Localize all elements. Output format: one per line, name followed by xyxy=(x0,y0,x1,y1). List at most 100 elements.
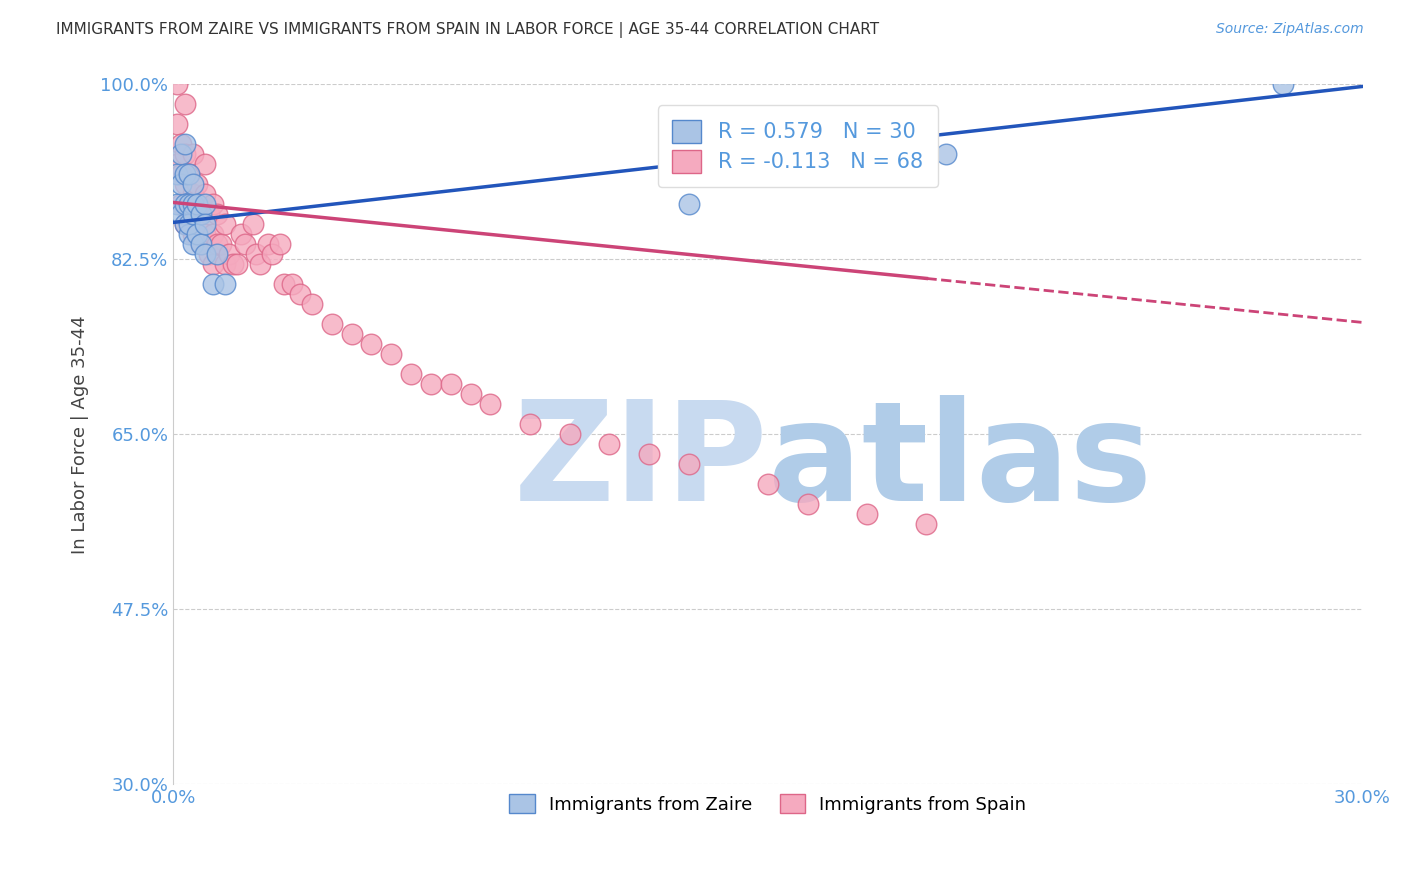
Point xyxy=(399,368,422,382)
Point xyxy=(678,458,700,472)
Point xyxy=(288,287,311,301)
Point xyxy=(174,168,197,182)
Point xyxy=(166,78,188,92)
Point xyxy=(479,397,502,411)
Text: ZIP: ZIP xyxy=(513,395,768,530)
Point xyxy=(214,277,236,292)
Point xyxy=(170,147,193,161)
Point xyxy=(440,377,463,392)
Point xyxy=(201,257,224,271)
Point xyxy=(201,277,224,292)
Point xyxy=(181,147,204,161)
Point xyxy=(177,227,200,242)
Point xyxy=(229,227,252,242)
Point xyxy=(174,178,197,192)
Y-axis label: In Labor Force | Age 35-44: In Labor Force | Age 35-44 xyxy=(72,315,89,554)
Point xyxy=(678,197,700,211)
Point xyxy=(181,207,204,221)
Point xyxy=(181,197,204,211)
Point xyxy=(460,387,482,401)
Point xyxy=(181,227,204,242)
Point xyxy=(225,257,247,271)
Point xyxy=(166,168,188,182)
Point xyxy=(301,297,323,311)
Point xyxy=(796,498,818,512)
Point xyxy=(170,178,193,192)
Point xyxy=(209,237,232,252)
Point xyxy=(201,197,224,211)
Point xyxy=(166,157,188,171)
Point xyxy=(174,97,197,112)
Point xyxy=(380,347,402,361)
Point xyxy=(181,237,204,252)
Point xyxy=(166,118,188,132)
Point xyxy=(186,197,208,211)
Point xyxy=(281,277,304,292)
Point xyxy=(205,237,228,252)
Point xyxy=(194,218,217,232)
Point xyxy=(756,477,779,491)
Point xyxy=(186,178,208,192)
Point xyxy=(170,168,193,182)
Point xyxy=(174,197,197,211)
Point xyxy=(214,218,236,232)
Point xyxy=(1272,78,1295,92)
Point xyxy=(269,237,291,252)
Point xyxy=(638,447,661,461)
Point xyxy=(273,277,295,292)
Point xyxy=(194,227,217,242)
Point xyxy=(558,427,581,442)
Point xyxy=(340,327,363,342)
Point xyxy=(177,168,200,182)
Text: IMMIGRANTS FROM ZAIRE VS IMMIGRANTS FROM SPAIN IN LABOR FORCE | AGE 35-44 CORREL: IMMIGRANTS FROM ZAIRE VS IMMIGRANTS FROM… xyxy=(56,22,879,38)
Point xyxy=(214,257,236,271)
Point xyxy=(233,237,256,252)
Point xyxy=(419,377,441,392)
Point xyxy=(170,137,193,152)
Point xyxy=(249,257,271,271)
Point xyxy=(915,517,938,532)
Point xyxy=(181,187,204,202)
Point xyxy=(194,157,217,171)
Point xyxy=(177,218,200,232)
Point xyxy=(186,197,208,211)
Point xyxy=(257,237,280,252)
Point xyxy=(190,207,212,221)
Point xyxy=(170,197,193,211)
Point xyxy=(205,207,228,221)
Point xyxy=(194,247,217,261)
Point xyxy=(598,437,620,451)
Point xyxy=(177,197,200,211)
Point xyxy=(174,218,197,232)
Legend: Immigrants from Zaire, Immigrants from Spain: Immigrants from Zaire, Immigrants from S… xyxy=(499,783,1038,824)
Point xyxy=(218,247,240,261)
Point xyxy=(166,197,188,211)
Point xyxy=(177,197,200,211)
Point xyxy=(198,207,221,221)
Point xyxy=(181,178,204,192)
Point xyxy=(177,168,200,182)
Point xyxy=(205,247,228,261)
Point xyxy=(190,237,212,252)
Point xyxy=(194,197,217,211)
Point xyxy=(221,257,243,271)
Point xyxy=(186,218,208,232)
Point xyxy=(174,137,197,152)
Point xyxy=(190,237,212,252)
Point xyxy=(174,218,197,232)
Point xyxy=(181,197,204,211)
Point xyxy=(170,207,193,221)
Point xyxy=(360,337,382,351)
Point xyxy=(177,207,200,221)
Point xyxy=(190,197,212,211)
Point xyxy=(186,227,208,242)
Point xyxy=(194,187,217,202)
Point xyxy=(201,227,224,242)
Point xyxy=(935,147,957,161)
Point xyxy=(198,247,221,261)
Text: Source: ZipAtlas.com: Source: ZipAtlas.com xyxy=(1216,22,1364,37)
Point xyxy=(519,417,541,432)
Point xyxy=(856,508,879,522)
Point xyxy=(174,147,197,161)
Point xyxy=(321,318,343,332)
